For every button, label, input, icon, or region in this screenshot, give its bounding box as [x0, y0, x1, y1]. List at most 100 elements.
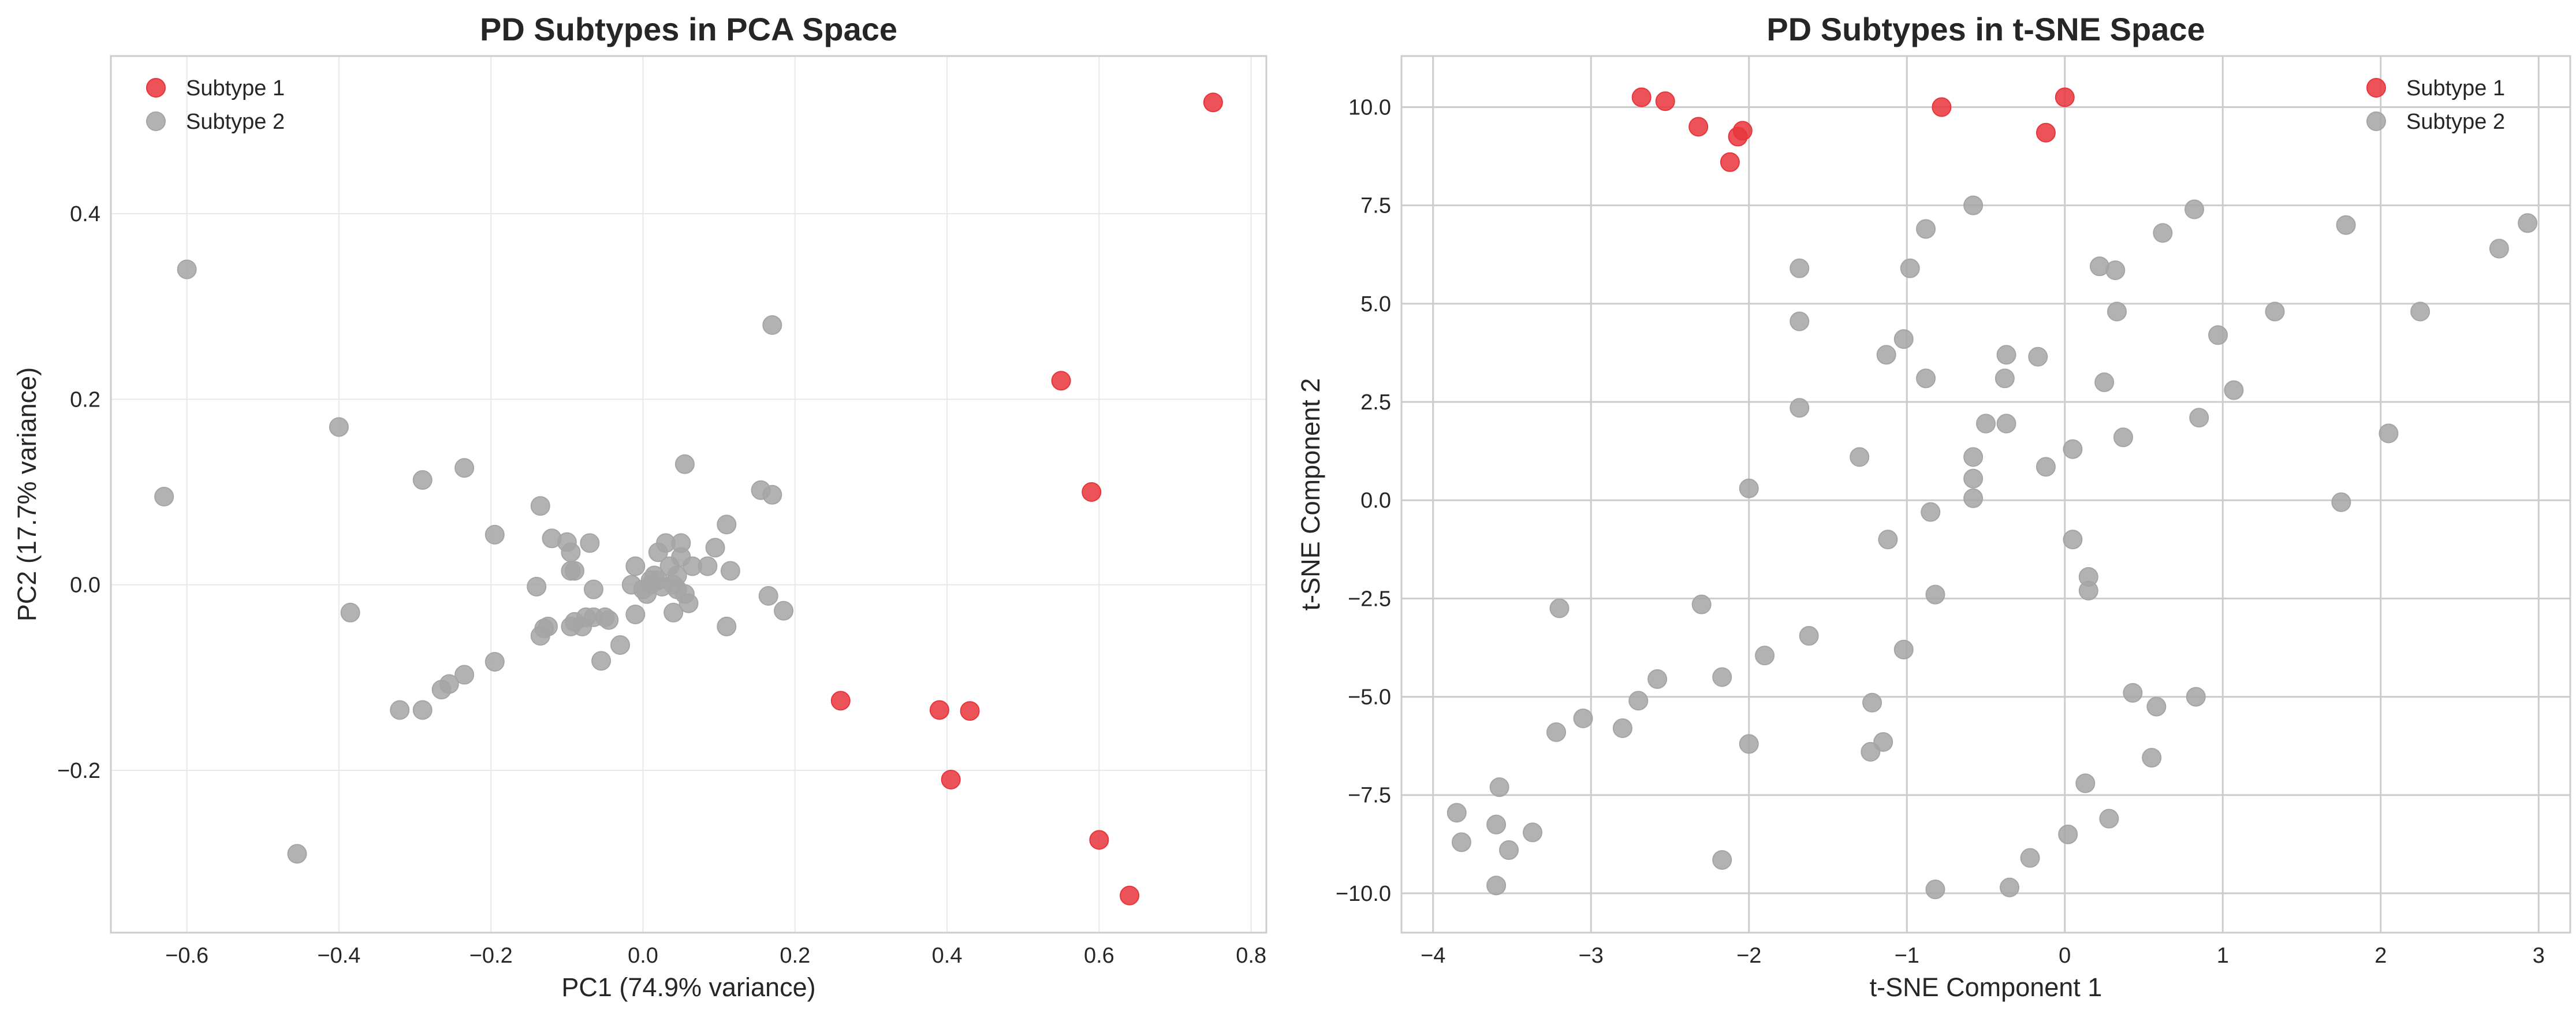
scatter-point — [454, 458, 475, 478]
scatter-point — [1712, 850, 1732, 870]
y-tick-label: 0.4 — [70, 202, 100, 226]
scatter-point — [610, 635, 631, 655]
scatter-point — [1447, 803, 1467, 823]
scatter-point — [705, 538, 725, 558]
scatter-point — [2184, 199, 2205, 219]
legend-label: Subtype 1 — [2406, 76, 2505, 100]
scatter-point — [1486, 814, 1507, 834]
scatter-point — [2146, 696, 2167, 717]
legend-label: Subtype 2 — [186, 110, 285, 134]
scatter-point — [1655, 91, 1675, 111]
scatter-point — [2105, 260, 2126, 280]
legend-marker — [146, 111, 166, 131]
scatter-point — [561, 542, 581, 562]
scatter-point — [484, 524, 505, 545]
scatter-point — [1523, 822, 1543, 843]
series-1 — [830, 92, 1223, 906]
y-tick-label: 2.5 — [1360, 390, 1391, 415]
x-tick-label: 0.6 — [1084, 944, 1114, 968]
scatter-point — [1963, 468, 1984, 489]
y-axis-label: PC2 (17.7% variance) — [12, 367, 42, 621]
scatter-point — [2063, 530, 2083, 550]
legend-marker — [2366, 78, 2386, 98]
x-tick-label: −4 — [1421, 944, 1445, 968]
scatter-point — [625, 556, 646, 576]
y-tick-label: 0.0 — [1360, 489, 1391, 513]
series-2 — [154, 259, 794, 864]
scatter-point — [1647, 669, 1668, 689]
scatter-point — [1732, 121, 1753, 141]
scatter-point — [1862, 692, 1882, 713]
scatter-point — [527, 576, 547, 597]
scatter-point — [1451, 832, 1471, 852]
scatter-point — [1996, 413, 2016, 434]
scatter-point — [1963, 447, 1984, 467]
scatter-point — [2265, 301, 2285, 322]
legend-marker — [2366, 111, 2386, 131]
x-tick-label: 1 — [2217, 944, 2229, 968]
scatter-point — [1921, 502, 1941, 522]
scatter-point — [412, 700, 433, 720]
scatter-point — [1082, 482, 1102, 502]
scatter-point — [2020, 848, 2040, 868]
scatter-point — [1546, 722, 1567, 742]
scatter-point — [1688, 117, 1709, 137]
scatter-point — [2153, 223, 2173, 243]
scatter-point — [177, 259, 197, 280]
scatter-point — [329, 417, 349, 437]
scatter-point — [674, 454, 695, 474]
y-tick-label: −7.5 — [1348, 784, 1391, 808]
scatter-point — [2000, 877, 2020, 897]
scatter-point — [2331, 492, 2351, 512]
legend: Subtype 1 Subtype 2 — [146, 76, 285, 134]
x-tick-label: 3 — [2533, 944, 2545, 968]
x-axis-label: t-SNE Component 1 — [1870, 972, 2102, 1002]
scatter-point — [583, 579, 603, 599]
legend-marker — [146, 78, 166, 98]
scatter-point — [1995, 368, 2015, 389]
y-tick-label: −10.0 — [1336, 882, 1391, 906]
scatter-point — [2113, 427, 2133, 448]
scatter-point — [960, 701, 980, 721]
y-tick-label: −5.0 — [1348, 685, 1391, 710]
scatter-point — [1976, 413, 1996, 434]
scatter-point — [667, 565, 687, 586]
x-tick-label: −0.6 — [165, 944, 208, 968]
scatter-point — [679, 593, 699, 613]
scatter-point — [1489, 777, 1509, 798]
scatter-point — [454, 665, 475, 685]
scatter-point — [2410, 301, 2430, 322]
scatter-point — [1790, 258, 1810, 278]
scatter-point — [762, 485, 782, 505]
scatter-point — [2028, 346, 2048, 367]
scatter-point — [2063, 439, 2083, 459]
scatter-point — [2078, 580, 2098, 601]
scatter-point — [2099, 808, 2119, 829]
scatter-point — [580, 533, 600, 553]
y-tick-label: 0.0 — [70, 573, 100, 598]
scatter-point — [1893, 329, 1914, 349]
scatter-point — [2186, 687, 2206, 707]
x-tick-label: −0.4 — [317, 944, 360, 968]
plot-frame — [110, 55, 1268, 934]
scatter-point — [1203, 92, 1223, 113]
scatter-point — [390, 700, 410, 720]
scatter-point — [1916, 368, 1936, 389]
scatter-point — [1120, 885, 1140, 906]
chart-panel-2: −4 −3 −2 −1 0 1 2 3 −10.0 −7.5 −5.0 −2.5 0.0 2.5 5.0 7.… — [1296, 11, 2571, 1002]
series-1 — [1631, 87, 2075, 172]
scatter-point — [2058, 824, 2078, 844]
series-2 — [1447, 195, 2538, 900]
scatter-point — [565, 561, 585, 581]
legend-label: Subtype 1 — [186, 76, 285, 100]
scatter-point — [2379, 423, 2399, 444]
scatter-point — [2142, 748, 2162, 768]
scatter-point — [1799, 626, 1819, 646]
y-tick-label: 7.5 — [1360, 194, 1391, 218]
scatter-point — [431, 680, 452, 700]
scatter-point — [484, 651, 505, 672]
chart-panel-1: −0.6 −0.4 −0.2 0.0 0.2 0.4 0.6 0.8 −0.2 0.0 0.2 0.4… — [12, 11, 1268, 1002]
scatter-point — [1963, 195, 1984, 215]
scatter-point — [2055, 87, 2075, 107]
